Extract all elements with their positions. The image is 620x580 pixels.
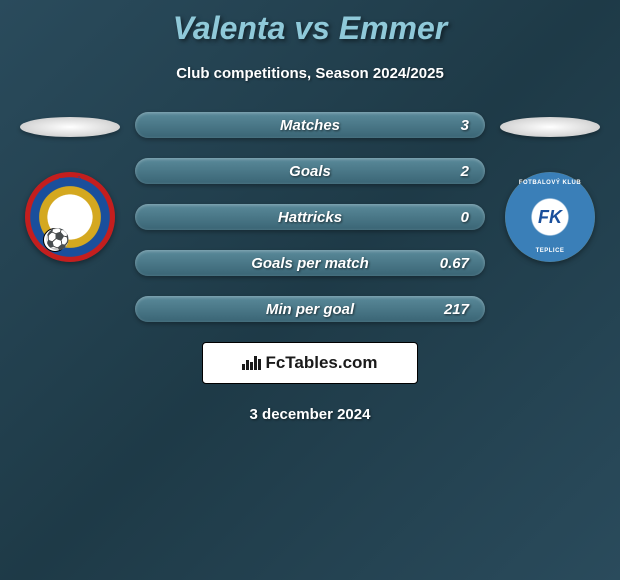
- stat-label: Goals: [135, 163, 485, 180]
- page-subtitle: Club competitions, Season 2024/2025: [0, 65, 620, 82]
- stat-bar-goals: Goals 2: [135, 158, 485, 184]
- stat-label: Min per goal: [135, 301, 485, 318]
- stat-bar-gpm: Goals per match 0.67: [135, 250, 485, 276]
- stats-column: Matches 3 Goals 2 Hattricks 0 Goals per …: [135, 112, 485, 322]
- page-title: Valenta vs Emmer: [0, 0, 620, 47]
- stat-label: Goals per match: [135, 255, 485, 272]
- stat-bar-hattricks: Hattricks 0: [135, 204, 485, 230]
- branding-box[interactable]: FcTables.com: [202, 342, 418, 384]
- stat-label: Matches: [135, 117, 485, 134]
- stat-value: 2: [461, 163, 469, 180]
- right-value-pill: [500, 117, 600, 137]
- left-value-pill: [20, 117, 120, 137]
- right-club-column: FOTBALOVÝ KLUB FK TEPLICE: [495, 112, 605, 262]
- stat-label: Hattricks: [135, 209, 485, 226]
- stat-bar-mpg: Min per goal 217: [135, 296, 485, 322]
- plzen-badge-text: PLZEŇ: [59, 178, 82, 185]
- plzen-club-logo: PLZEŇ: [25, 172, 115, 262]
- teplice-badge-text-bottom: TEPLICE: [536, 248, 565, 254]
- stat-value: 3: [461, 117, 469, 134]
- branding-text: FcTables.com: [265, 353, 377, 373]
- fctables-link[interactable]: FcTables.com: [242, 353, 377, 373]
- stat-value: 217: [444, 301, 469, 318]
- football-icon: [43, 228, 67, 252]
- teplice-club-logo: FOTBALOVÝ KLUB FK TEPLICE: [505, 172, 595, 262]
- stat-value: 0.67: [440, 255, 469, 272]
- stat-value: 0: [461, 209, 469, 226]
- bars-icon: [242, 356, 261, 370]
- date-text: 3 december 2024: [0, 406, 620, 423]
- teplice-badge-text-top: FOTBALOVÝ KLUB: [519, 180, 581, 186]
- comparison-area: PLZEŇ Matches 3 Goals 2 Hattricks 0 Goal…: [0, 112, 620, 322]
- stat-bar-matches: Matches 3: [135, 112, 485, 138]
- left-club-column: PLZEŇ: [15, 112, 125, 262]
- teplice-center-text: FK: [538, 207, 562, 228]
